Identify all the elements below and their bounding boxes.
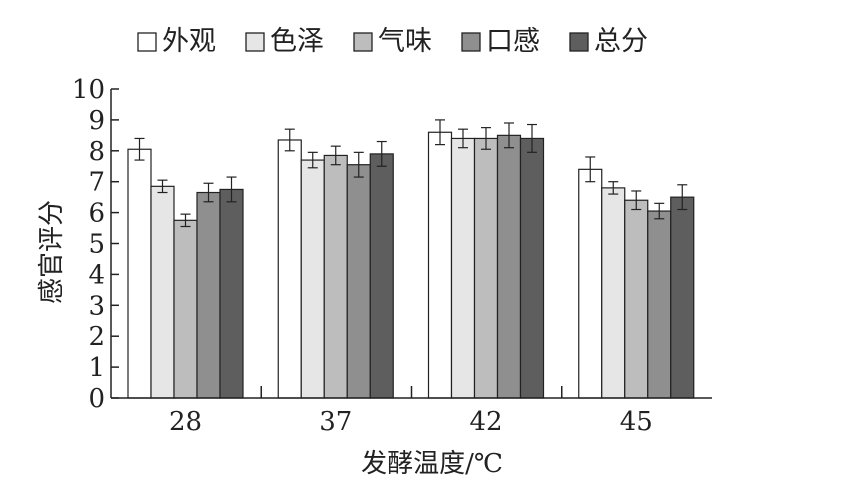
legend-label-气味: 气味	[378, 26, 432, 57]
bar-色泽-37	[300, 159, 325, 399]
bar-口感-42	[496, 134, 522, 399]
bar-色泽-42	[450, 137, 476, 399]
bar-总分-42	[519, 137, 545, 399]
legend-label-总分: 总分	[594, 26, 648, 57]
error-bar-气味-42	[481, 127, 491, 150]
y-tick-label-7: 7	[88, 168, 105, 198]
bar-色泽-28	[150, 185, 175, 399]
error-bar-外观-28	[134, 137, 145, 161]
error-bar-色泽-37	[307, 151, 318, 169]
error-bar-总分-42	[527, 123, 537, 153]
bar-色泽-45	[601, 187, 626, 399]
error-bar-总分-37	[376, 140, 387, 167]
y-tick-label-0: 0	[88, 384, 105, 414]
bar-气味-45	[624, 199, 649, 399]
y-tick-label-6: 6	[88, 199, 105, 229]
legend-label-外观: 外观	[162, 26, 216, 57]
bar-外观-45	[578, 168, 603, 399]
bar-气味-42	[473, 137, 499, 399]
legend-swatch-外观	[137, 32, 157, 52]
error-bar-总分-45	[677, 184, 688, 211]
x-tick-label-42: 42	[469, 407, 502, 437]
y-tick-label-4: 4	[88, 260, 105, 290]
legend-item-外观: 外观	[137, 26, 216, 57]
bars	[127, 131, 695, 399]
legend-item-气味: 气味	[353, 26, 432, 57]
error-bar-外观-45	[585, 156, 596, 183]
error-bar-外观-37	[284, 128, 295, 152]
bar-外观-37	[277, 139, 302, 399]
x-tick-label-28: 28	[169, 407, 202, 437]
legend-swatch-气味	[353, 32, 373, 52]
legend-swatch-口感	[461, 32, 481, 52]
bar-口感-45	[647, 210, 672, 399]
error-bar-口感-42	[504, 122, 514, 149]
y-tick-label-1: 1	[88, 353, 105, 383]
error-bar-外观-42	[435, 119, 445, 146]
error-bar-口感-37	[353, 151, 364, 178]
x-tick-label-45: 45	[620, 407, 653, 437]
legend-label-口感: 口感	[486, 26, 540, 57]
legend-item-口感: 口感	[461, 26, 540, 57]
bar-总分-37	[369, 153, 394, 399]
legend: 外观 色泽 气味 口感 总分	[137, 26, 648, 57]
legend-item-色泽: 色泽	[245, 26, 324, 57]
y-tick-label-10: 10	[72, 75, 105, 105]
error-bar-色泽-28	[157, 179, 168, 194]
error-bar-气味-28	[180, 213, 191, 228]
bar-外观-28	[127, 148, 152, 399]
error-bar-气味-45	[631, 190, 642, 211]
bar-总分-28	[219, 188, 244, 399]
error-bar-口感-45	[654, 202, 665, 220]
bar-气味-37	[323, 154, 348, 399]
bar-总分-45	[670, 196, 695, 399]
error-bars	[134, 119, 688, 228]
legend-item-总分: 总分	[569, 26, 648, 57]
y-tick-label-3: 3	[88, 291, 105, 321]
bar-气味-28	[173, 219, 198, 399]
bar-口感-28	[196, 191, 221, 399]
y-tick-label-5: 5	[88, 230, 105, 260]
legend-label-色泽: 色泽	[270, 26, 324, 57]
legend-swatch-总分	[569, 32, 589, 52]
x-axis-label: 发酵温度/℃	[361, 449, 503, 479]
y-tick-label-2: 2	[88, 322, 105, 352]
error-bar-气味-37	[330, 145, 341, 166]
x-tick-label-37: 37	[319, 407, 352, 437]
error-bar-色泽-42	[458, 128, 468, 149]
y-axis-label: 感官评分	[37, 200, 67, 304]
bar-口感-37	[346, 164, 371, 399]
error-bar-色泽-45	[608, 181, 619, 195]
legend-swatch-色泽	[245, 32, 265, 52]
y-tick-label-8: 8	[88, 137, 105, 167]
bar-外观-42	[427, 131, 453, 399]
error-bar-总分-28	[226, 176, 237, 203]
y-tick-label-9: 9	[88, 106, 105, 136]
error-bar-口感-28	[203, 182, 214, 203]
